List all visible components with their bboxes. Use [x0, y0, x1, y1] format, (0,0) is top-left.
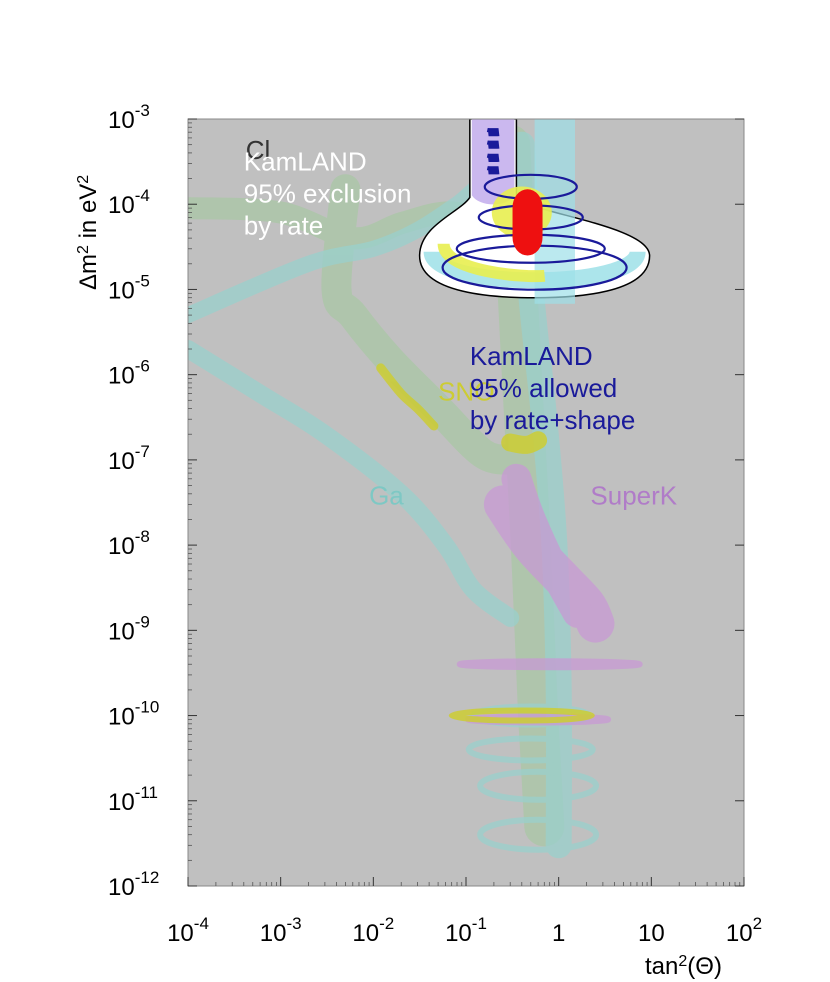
kamland-allowed-label: KamLAND 95% allowed by rate+shape — [470, 341, 636, 435]
y-tick-label-7: 10-5 — [108, 271, 150, 304]
region-ga-ellipse-3 — [477, 816, 600, 853]
x-tick-label-base-0: 10 — [167, 920, 194, 947]
x-tick-label-0: 10-4 — [167, 914, 209, 947]
y-tick-label-6: 10-6 — [108, 357, 150, 390]
region-sno-band-0 — [376, 363, 439, 431]
x-tick-label-sup-0: -4 — [194, 914, 209, 933]
y-tick-label-base-6: 10 — [108, 363, 135, 390]
y-axis-title-sup2: 2 — [75, 175, 92, 184]
x-axis-title: tan2(Θ) — [645, 953, 722, 981]
x-axis-title-rest: (Θ) — [687, 953, 722, 980]
x-tick-label-6: 102 — [726, 914, 762, 947]
y-tick-label-sup-3: -9 — [135, 612, 150, 631]
x-tick-label-base-3: 10 — [445, 920, 472, 947]
x-tick-label-sup-1: -3 — [286, 914, 301, 933]
region-ga-ellipse-2 — [477, 768, 600, 803]
y-tick-label-2: 10-10 — [108, 698, 159, 731]
kamland-bowl-yellow — [437, 242, 546, 283]
x-tick-label-base-1: 10 — [260, 920, 287, 947]
y-tick-label-base-2: 10 — [108, 704, 135, 731]
label-cl: Cl — [246, 135, 271, 165]
label-ga: Ga — [369, 480, 404, 510]
y-axis-title-delta: Δ — [75, 274, 102, 290]
y-tick-label-sup-5: -7 — [135, 442, 150, 461]
region-cl-band-1 — [321, 174, 526, 475]
y-tick-label-base-1: 10 — [108, 789, 135, 816]
x-tick-label-2: 10-2 — [352, 914, 394, 947]
y-tick-label-3: 10-9 — [108, 612, 150, 645]
y-tick-label-sup-0: -12 — [135, 868, 160, 887]
kamland-squiggle-contour-0 — [486, 127, 500, 137]
label-superk: SuperK — [590, 480, 677, 510]
x-tick-label-base-2: 10 — [352, 920, 379, 947]
y-tick-label-0: 10-12 — [108, 868, 159, 901]
y-tick-label-sup-9: -3 — [135, 101, 150, 120]
kamland-squiggle-contour-3 — [486, 166, 500, 175]
kamland-allowed-label-line-0: KamLAND — [470, 341, 593, 371]
y-tick-label-base-0: 10 — [108, 874, 135, 901]
label-sno: SNO — [438, 376, 494, 406]
kamland-allowed-label-line-2: by rate+shape — [470, 405, 636, 435]
x-tick-label-sup-6: 2 — [753, 914, 762, 933]
region-sno-band-1 — [501, 431, 548, 454]
y-tick-label-sup-7: -5 — [135, 271, 150, 290]
region-superk — [456, 463, 643, 726]
y-tick-label-sup-8: -4 — [135, 186, 150, 205]
y-tick-label-base-4: 10 — [108, 533, 135, 560]
y-tick-label-base-5: 10 — [108, 448, 135, 475]
region-sno — [376, 363, 595, 724]
x-axis-title-base: tan — [645, 953, 678, 980]
region-superk-ellipse-0 — [456, 658, 643, 671]
y-tick-label-base-9: 10 — [108, 107, 135, 134]
kamland-exclusion-label-line-2: by rate — [244, 210, 324, 240]
y-axis-title: Δm2 in eV2 — [75, 175, 103, 290]
y-tick-label-4: 10-8 — [108, 527, 150, 560]
y-axis-title-sup: 2 — [75, 245, 92, 254]
y-tick-label-sup-2: -10 — [135, 698, 160, 717]
y-tick-label-sup-4: -8 — [135, 527, 150, 546]
axis-ticks — [187, 118, 745, 887]
y-tick-label-1: 10-11 — [108, 783, 158, 816]
region-ga-band-0 — [188, 340, 520, 627]
y-tick-label-8: 10-4 — [108, 186, 150, 219]
kamland-squiggle-contour-2 — [486, 153, 500, 163]
kamland-exclusion-label-line-1: 95% exclusion — [244, 178, 412, 208]
region-superk-band-1 — [501, 463, 593, 628]
y-tick-label-5: 10-7 — [108, 442, 150, 475]
y-tick-label-base-3: 10 — [108, 618, 135, 645]
kamland-regions — [418, 119, 651, 304]
region-ga-ellipse-1 — [465, 735, 596, 764]
x-tick-label-4: 1 — [552, 920, 565, 947]
y-tick-label-sup-1: -11 — [135, 783, 158, 802]
x-tick-label-base-5: 10 — [638, 920, 665, 947]
x-tick-label-3: 10-1 — [445, 914, 487, 947]
axis-tick-labels: 10-4 10-3 10-2 10-1 1 10 10210-1210-1110-1010-… — [108, 101, 762, 947]
x-tick-label-base-6: 10 — [726, 920, 753, 947]
x-tick-label-1: 10-3 — [260, 914, 302, 947]
x-tick-label-sup-2: -2 — [379, 914, 394, 933]
x-tick-label-base-4: 1 — [552, 920, 565, 947]
y-tick-label-base-7: 10 — [108, 277, 135, 304]
y-axis-title-m: m — [75, 254, 102, 274]
y-tick-label-sup-6: -6 — [135, 357, 150, 376]
region-sno-ellipse-0 — [448, 707, 595, 724]
y-tick-label-9: 10-3 — [108, 101, 150, 134]
y-axis-title-mid: in eV — [75, 184, 102, 245]
kamland-allowed-label-line-1: 95% allowed — [470, 373, 617, 403]
x-axis-title-sup: 2 — [678, 953, 687, 970]
y-tick-label-base-8: 10 — [108, 192, 135, 219]
kamland-exclusion-label-line-0: KamLAND — [244, 146, 367, 176]
x-tick-label-sup-3: -1 — [472, 914, 487, 933]
x-tick-label-5: 10 — [638, 920, 665, 947]
plot-area — [188, 119, 651, 859]
kamland-exclusion-label: KamLAND 95% exclusion by rate — [244, 146, 412, 240]
kamland-best-fit-region — [512, 189, 543, 256]
kamland-squiggle-contour-1 — [486, 140, 500, 149]
